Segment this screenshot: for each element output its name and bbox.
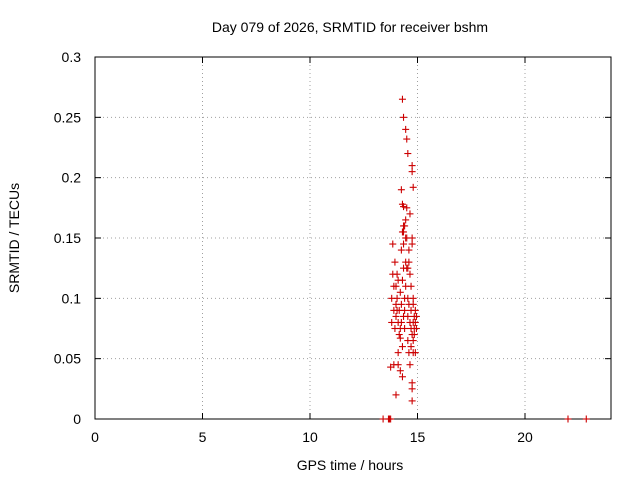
data-point [403,204,411,212]
data-point [407,282,415,290]
data-point [406,361,414,369]
data-point [393,294,401,302]
data-point [406,210,414,218]
data-point [393,270,401,278]
data-point [409,337,417,345]
data-point [400,228,408,236]
data-point [400,203,408,211]
data-point [408,168,416,176]
data-point [404,264,412,272]
data-point [408,240,416,248]
data-point [564,415,572,423]
data-point [397,246,405,254]
data-point [403,135,411,143]
data-point [582,415,590,423]
data-point [388,318,396,326]
y-tick-label: 0.05 [54,351,81,367]
data-point [392,391,400,399]
data-point [412,325,420,332]
y-tick-label: 0 [73,411,81,427]
grid-lines [95,57,611,419]
data-point [404,150,412,158]
data-point [396,367,404,375]
data-point [400,240,408,248]
data-point [404,312,412,320]
data-point [389,240,397,248]
plot-frame [94,56,612,420]
data-point [402,216,410,224]
data-point [409,183,417,191]
y-axis-label: SRMTID / TECUs [6,183,22,293]
data-point [392,312,400,320]
data-point [402,125,410,133]
data-point [398,343,406,351]
data-point [397,318,405,326]
data-point [408,385,416,393]
data-point [405,246,413,254]
data-point [401,325,409,332]
x-tick-label: 5 [199,429,207,445]
x-axis-label: GPS time / hours [297,457,404,473]
data-point [408,397,416,405]
data-point [407,343,415,351]
data-point [398,373,406,381]
data-point [392,282,400,290]
x-tick-label: 10 [302,429,318,445]
data-point [400,113,408,121]
x-tick-label: 20 [517,429,533,445]
data-point [409,300,417,308]
y-tick-label: 0.1 [62,290,82,306]
y-tick-label: 0.25 [54,109,81,125]
chart-title: Day 079 of 2026, SRMTID for receiver bsh… [212,19,488,35]
data-point [398,95,406,103]
x-tick-label: 0 [91,429,99,445]
data-point [412,312,420,320]
data-point [402,234,410,242]
data-point [397,186,405,194]
data-point [411,349,419,357]
data-point [408,162,416,170]
data-point [387,415,395,423]
data-point [391,258,399,266]
y-tick-label: 0.2 [62,170,82,186]
data-point [394,361,402,369]
data-points [379,95,590,423]
data-point [409,294,417,302]
data-point [401,222,409,230]
data-point [396,288,404,296]
data-point [396,334,404,342]
data-point [405,258,413,266]
data-point [411,306,419,314]
data-point [398,276,406,284]
data-point [406,270,414,278]
data-point [401,306,409,314]
x-tick-label: 15 [410,429,426,445]
data-point [408,379,416,387]
data-point [394,349,402,357]
y-tick-label: 0.3 [62,49,82,65]
data-point [408,234,416,242]
y-tick-label: 0.15 [54,230,81,246]
data-point [411,318,419,326]
axis-ticks: 0 5 10 15 20 0 0.05 0.1 0.15 0.2 0.25 0.3 [54,49,611,445]
data-point [410,331,418,339]
data-point [397,300,405,308]
data-point [395,331,403,339]
